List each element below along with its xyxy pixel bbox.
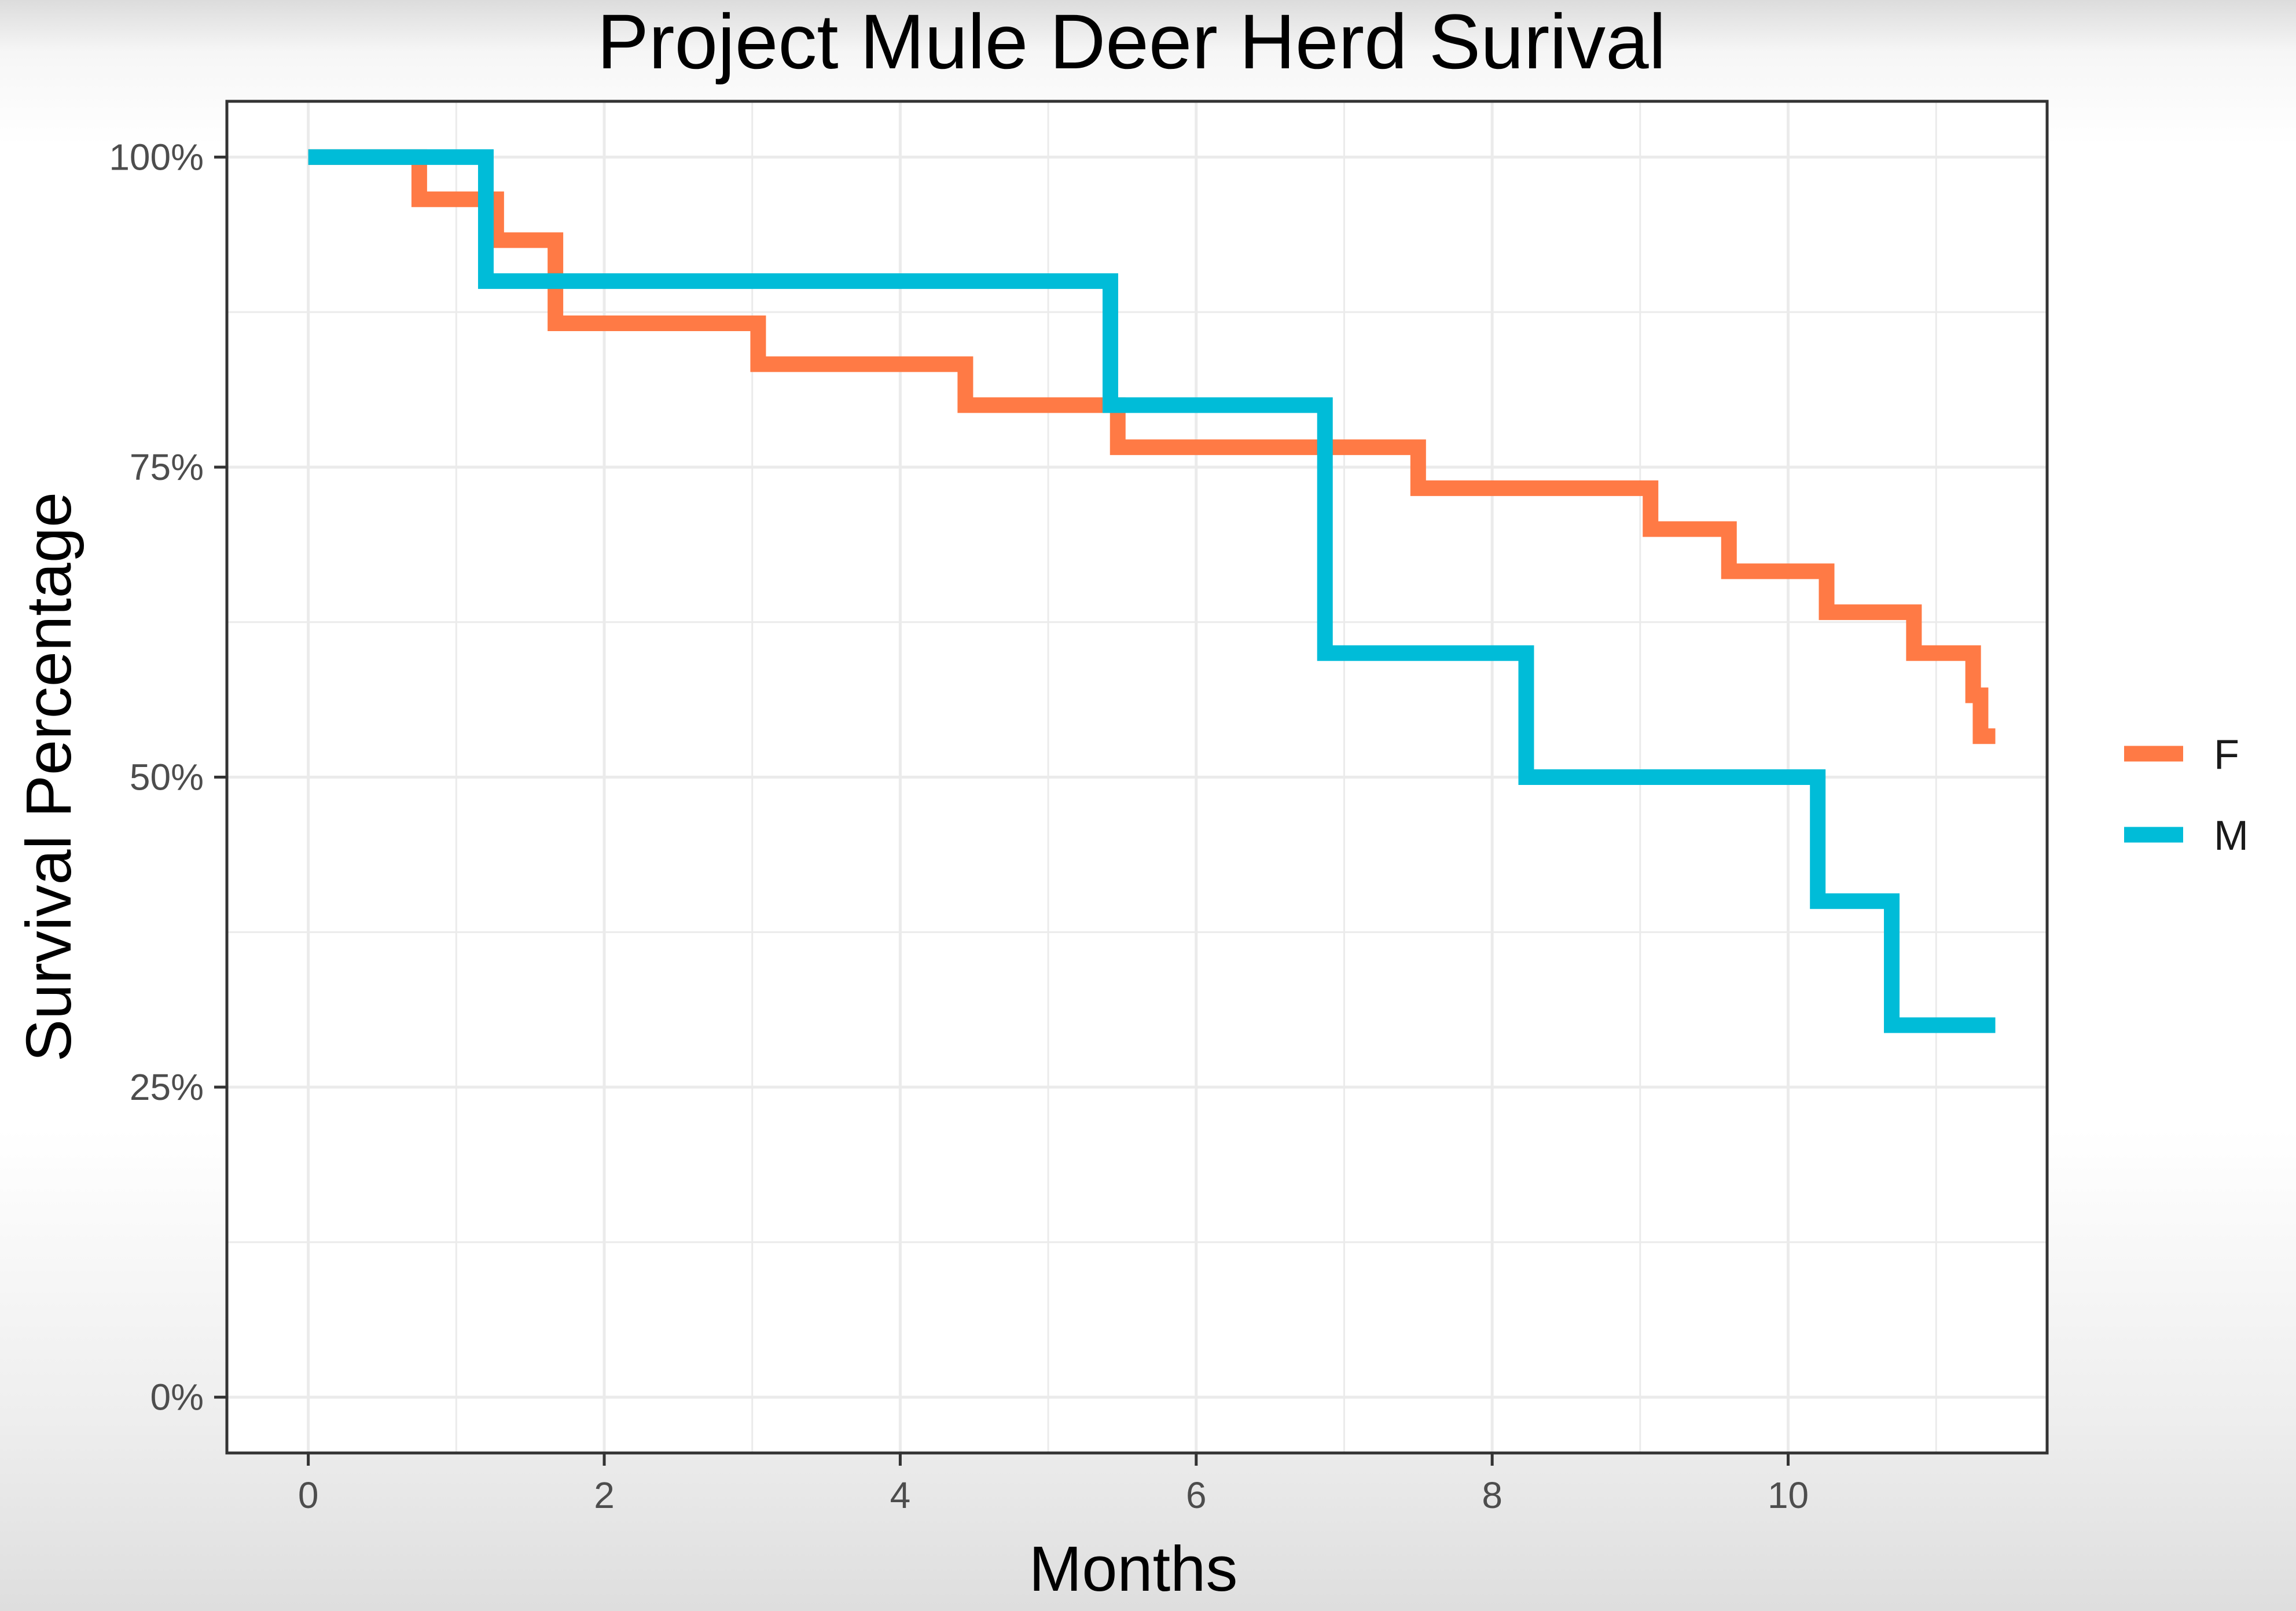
legend-label-f: F (2214, 732, 2239, 778)
y-tick-label: 100% (109, 136, 204, 178)
y-tick-label: 75% (130, 446, 204, 488)
x-tick-label: 6 (1186, 1474, 1207, 1516)
chart-title: Project Mule Deer Herd Surival (597, 0, 1666, 85)
x-axis-title: Months (1029, 1533, 1238, 1605)
y-tick-label: 25% (130, 1066, 204, 1108)
x-tick-label: 2 (594, 1474, 615, 1516)
legend-label-m: M (2214, 813, 2249, 859)
y-axis-title: Survival Percentage (13, 492, 85, 1062)
x-tick-label: 8 (1482, 1474, 1502, 1516)
axis-ticks: 0 2 4 6 8 100%25%50%75%100% (109, 136, 1809, 1516)
x-tick-label: 10 (1768, 1474, 1809, 1516)
series-line-m (308, 149, 1996, 1033)
series-layer (308, 149, 1996, 1033)
y-tick-label: 50% (130, 757, 204, 798)
x-tick-label: 4 (890, 1474, 911, 1516)
series-line-f (308, 149, 1996, 744)
y-tick-label: 0% (150, 1377, 204, 1418)
legend: FM (2124, 732, 2249, 859)
x-tick-label: 0 (298, 1474, 319, 1516)
